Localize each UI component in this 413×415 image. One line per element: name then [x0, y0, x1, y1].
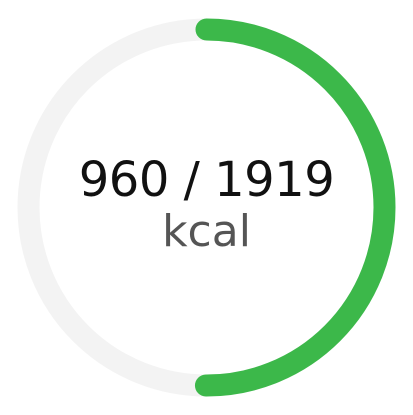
progress-arc [17, 18, 396, 397]
calorie-value: 960 / 1919 [78, 151, 335, 208]
calorie-unit: kcal [162, 205, 251, 257]
